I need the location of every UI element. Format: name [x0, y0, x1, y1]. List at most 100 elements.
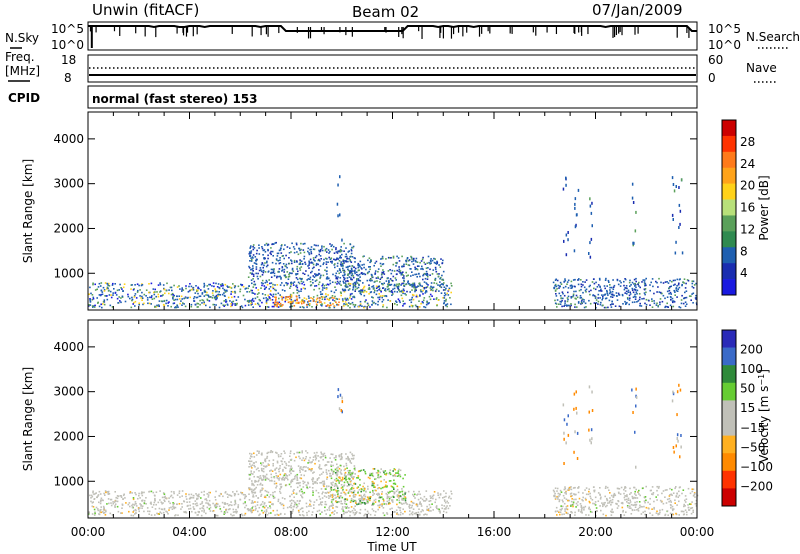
heatmap-cell [216, 297, 218, 300]
heatmap-cell [233, 494, 236, 497]
heatmap-cell [394, 510, 396, 513]
heatmap-cell [347, 455, 349, 458]
heatmap-cell [116, 495, 119, 497]
heatmap-cell [661, 508, 664, 511]
heatmap-cell [389, 300, 391, 302]
heatmap-cell [264, 489, 267, 492]
heatmap-cell [419, 275, 421, 278]
heatmap-cell [593, 486, 595, 488]
heatmap-cell [310, 246, 313, 248]
heatmap-cell [152, 288, 155, 290]
heatmap-cell [308, 252, 310, 254]
heatmap-cell [414, 493, 416, 496]
heatmap-cell [170, 286, 173, 289]
heatmap-cell [256, 296, 259, 298]
heatmap-cell [272, 494, 274, 497]
heatmap-cell [279, 465, 281, 467]
heatmap-cell [196, 302, 198, 305]
heatmap-cell [631, 388, 633, 392]
heatmap-cell [373, 288, 375, 290]
heatmap-cell [264, 495, 266, 498]
heatmap-cell [413, 294, 415, 297]
heatmap-cell [581, 299, 583, 302]
heatmap-cell [409, 284, 411, 286]
heatmap-cell [668, 500, 670, 503]
heatmap-cell [260, 270, 263, 273]
heatmap-cell [566, 505, 569, 507]
heatmap-cell [387, 285, 389, 288]
heatmap-cell [629, 285, 631, 287]
heatmap-cell [588, 285, 591, 288]
heatmap-cell [92, 283, 94, 286]
heatmap-cell [301, 263, 304, 265]
heatmap-cell [339, 277, 342, 279]
heatmap-cell [591, 201, 593, 205]
heatmap-cell [261, 487, 263, 489]
heatmap-cell [678, 203, 681, 207]
heatmap-cell [682, 281, 685, 283]
heatmap-cell [438, 264, 440, 266]
heatmap-cell [675, 287, 677, 290]
heatmap-cell [268, 496, 271, 498]
heatmap-cell [392, 470, 394, 472]
heatmap-cell [643, 297, 645, 300]
heatmap-cell [331, 470, 333, 472]
heatmap-cell [202, 505, 205, 507]
heatmap-cell [388, 499, 390, 502]
heatmap-cell [665, 502, 668, 504]
heatmap-cell [429, 506, 432, 509]
heatmap-cell [399, 513, 402, 516]
heatmap-cell [267, 243, 269, 246]
heatmap-cell [230, 495, 233, 497]
heatmap-cell [250, 257, 252, 259]
heatmap-cell [120, 495, 122, 497]
heatmap-cell [659, 298, 662, 300]
heatmap-cell [240, 513, 243, 515]
heatmap-cell [623, 284, 625, 287]
heatmap-cell [402, 513, 404, 515]
heatmap-cell [221, 501, 224, 504]
heatmap-cell [564, 285, 567, 288]
heatmap-cell [261, 247, 264, 250]
heatmap-cell [236, 490, 238, 493]
heatmap-cell [162, 492, 165, 494]
heatmap-cell [584, 505, 587, 508]
heatmap-cell [588, 385, 591, 389]
heatmap-cell [403, 495, 406, 497]
heatmap-cell [264, 244, 266, 246]
heatmap-cell [155, 306, 157, 308]
heatmap-cell [591, 511, 593, 513]
heatmap-cell [639, 286, 641, 289]
heatmap-cell [215, 294, 218, 297]
heatmap-cell [153, 501, 156, 504]
heatmap-cell [240, 491, 242, 494]
heatmap-cell [662, 502, 665, 505]
heatmap-cell [403, 502, 405, 505]
heatmap-cell [419, 295, 421, 297]
heatmap-cell [432, 269, 435, 271]
heatmap-cell [217, 283, 220, 285]
heatmap-cell [259, 482, 262, 485]
heatmap-cell [369, 261, 371, 264]
heatmap-cell [234, 285, 237, 287]
heatmap-cell [312, 296, 315, 298]
heatmap-cell [594, 296, 597, 298]
heatmap-cell [645, 499, 647, 502]
heatmap-cell [641, 506, 643, 508]
heatmap-cell [131, 284, 133, 286]
heatmap-cell [623, 496, 626, 499]
heatmap-cell [145, 295, 147, 297]
heatmap-cell [378, 497, 380, 499]
heatmap-cell [371, 483, 374, 485]
heatmap-cell [363, 272, 365, 275]
heatmap-cell [432, 509, 434, 511]
heatmap-cell [134, 492, 136, 494]
heatmap-cell [240, 305, 243, 307]
heatmap-cell [595, 281, 597, 284]
heatmap-cell [250, 511, 253, 514]
heatmap-cell [428, 503, 431, 506]
heatmap-cell [209, 504, 211, 506]
heatmap-cell [97, 301, 99, 304]
heatmap-cell [281, 270, 283, 272]
heatmap-cell [341, 506, 344, 508]
